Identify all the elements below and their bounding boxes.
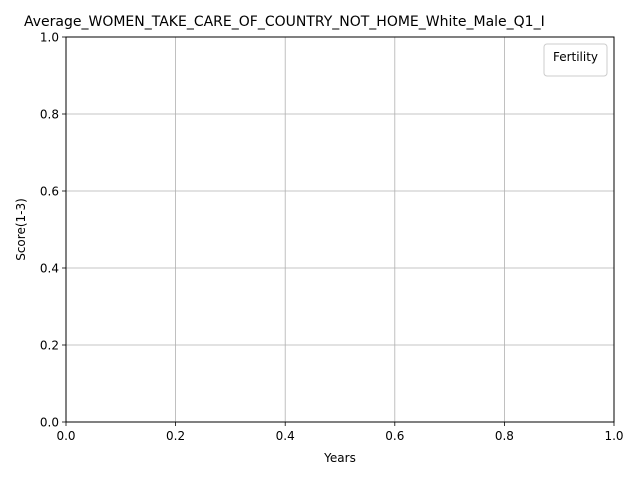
x-axis-label: Years	[323, 451, 356, 465]
y-axis: 0.0 0.2 0.4 0.6 0.8 1.0	[40, 31, 66, 430]
grid	[65, 36, 615, 423]
y-tick-label: 0.6	[40, 185, 59, 199]
legend-box	[543, 43, 608, 77]
y-tick-label: 0.2	[40, 339, 59, 353]
chart-title: Average_WOMEN_TAKE_CARE_OF_COUNTRY_NOT_H…	[24, 14, 545, 30]
x-tick-label: 0.0	[56, 429, 75, 443]
y-tick-label: 1.0	[40, 31, 59, 45]
legend-title: Fertility	[553, 50, 598, 64]
x-tick-label: 1.0	[604, 429, 623, 443]
legend: Fertility	[543, 43, 608, 77]
x-tick-label: 0.2	[166, 429, 185, 443]
x-axis: 0.0 0.2 0.4 0.6 0.8 1.0	[56, 422, 624, 443]
y-axis-label: Score(1-3)	[14, 198, 28, 261]
x-tick-label: 0.4	[276, 429, 295, 443]
x-tick-label: 0.8	[495, 429, 514, 443]
plot-frame	[65, 36, 615, 423]
x-tick-label: 0.6	[385, 429, 404, 443]
y-tick-label: 0.4	[40, 262, 59, 276]
y-tick-label: 0.0	[40, 416, 59, 430]
y-tick-label: 0.8	[40, 108, 59, 122]
